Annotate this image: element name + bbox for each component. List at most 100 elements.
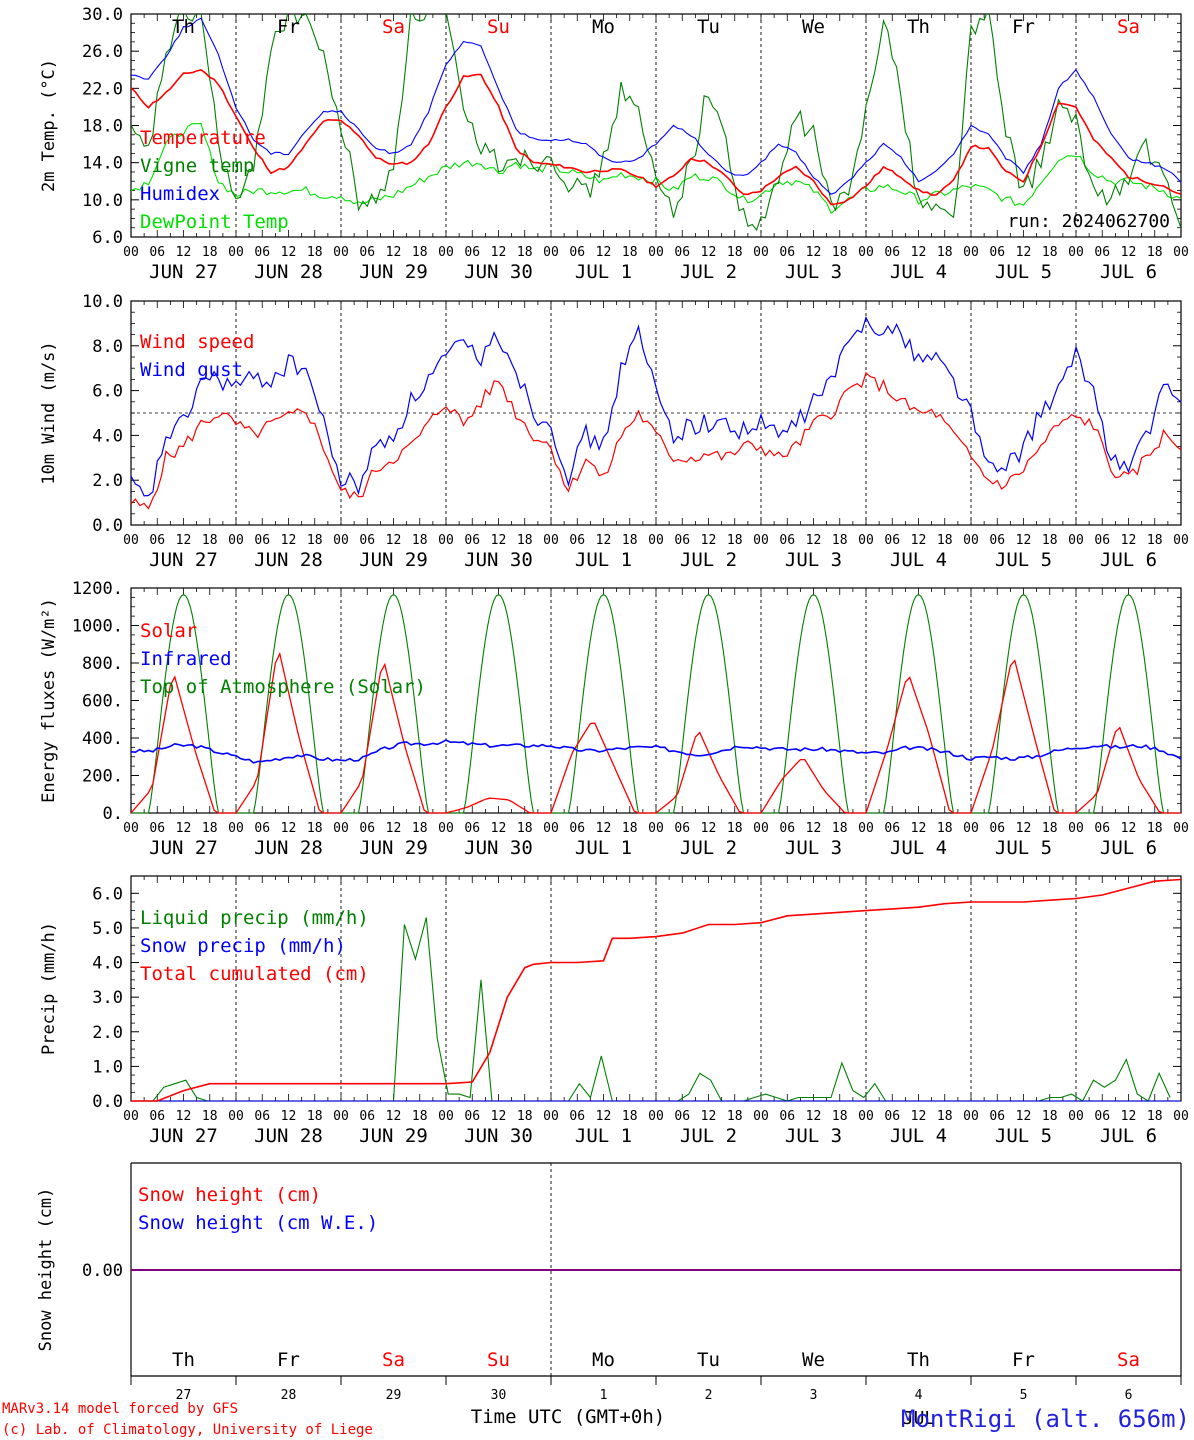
- hour-tick-label: 12: [176, 821, 192, 836]
- day-number-label: 1: [600, 1388, 608, 1403]
- y-tick-label: 6.0: [92, 884, 123, 904]
- hour-tick-label: 06: [464, 245, 480, 260]
- date-label: JUL 5: [995, 261, 1052, 283]
- weekday-label: Th: [172, 1349, 195, 1371]
- hour-tick-label: 18: [1042, 245, 1058, 260]
- weekday-label: We: [802, 1349, 825, 1371]
- date-label: JUL 2: [680, 261, 737, 283]
- hour-tick-label: 00: [963, 1109, 979, 1124]
- hour-tick-label: 06: [254, 533, 270, 548]
- weekday-label: Mo: [592, 16, 615, 38]
- hour-tick-label: 00: [648, 1109, 664, 1124]
- hour-tick-label: 06: [779, 821, 795, 836]
- y-tick-label: 0.0: [92, 1092, 123, 1112]
- date-label: JUL 4: [890, 837, 947, 859]
- hour-tick-label: 12: [911, 821, 927, 836]
- date-label: JUL 3: [785, 261, 842, 283]
- hour-tick-label: 06: [569, 533, 585, 548]
- weekday-label: Su: [487, 1349, 510, 1371]
- hour-tick-label: 18: [1042, 1109, 1058, 1124]
- hour-tick-label: 06: [884, 533, 900, 548]
- date-label: JUL 6: [1100, 549, 1157, 571]
- y-tick-label: 0.0: [92, 516, 123, 536]
- date-label: JUL 3: [785, 549, 842, 571]
- hour-tick-label: 06: [674, 533, 690, 548]
- bottom-month-label: JUL: [903, 1408, 936, 1429]
- hour-tick-label: 06: [674, 821, 690, 836]
- temperature-panel: 6.0 10.0 14.0 18.0 22.0 26.0 30.0 2m Temp. (°C)…: [39, 5, 1189, 283]
- hour-tick-label: 06: [359, 821, 375, 836]
- hour-tick-label: 12: [281, 1109, 297, 1124]
- hour-tick-label: 18: [622, 245, 638, 260]
- legend-entry: Solar: [140, 620, 197, 642]
- legend-entry: DewPoint Temp: [140, 211, 289, 233]
- model-credit: MARv3.14 model forced by GFS: [2, 1401, 238, 1417]
- hour-tick-label: 18: [1147, 1109, 1163, 1124]
- y-tick-label: 1000.: [72, 617, 123, 637]
- hour-tick-label: 18: [937, 821, 953, 836]
- date-label: JUN 29: [359, 837, 428, 859]
- weekday-label: Su: [487, 16, 510, 38]
- hour-tick-label: 00: [333, 821, 349, 836]
- hour-tick-label: 12: [281, 533, 297, 548]
- hour-tick-label: 12: [491, 1109, 507, 1124]
- hour-tick-label: 00: [1068, 245, 1084, 260]
- series-line-humidex: [131, 17, 1181, 195]
- date-label: JUN 27: [149, 1125, 218, 1147]
- weekday-label: Sa: [1117, 1349, 1140, 1371]
- legend-entry: Wind gust: [140, 359, 243, 381]
- hour-tick-label: 00: [438, 533, 454, 548]
- hour-tick-label: 00: [963, 533, 979, 548]
- hour-tick-label: 00: [753, 533, 769, 548]
- hour-tick-label: 12: [806, 821, 822, 836]
- legend-entry: Vigne temp: [140, 155, 254, 177]
- weekday-label: Tu: [697, 16, 720, 38]
- date-label: JUL 6: [1100, 1125, 1157, 1147]
- weekday-label: Th: [172, 16, 195, 38]
- weekday-label: Th: [907, 1349, 930, 1371]
- y-tick-label: 4.0: [92, 426, 123, 446]
- date-label: JUL 1: [575, 1125, 632, 1147]
- hour-tick-label: 12: [281, 821, 297, 836]
- weekday-label: We: [802, 16, 825, 38]
- hour-tick-label: 00: [333, 245, 349, 260]
- hour-tick-label: 00: [1068, 1109, 1084, 1124]
- y-tick-label: 6.0: [92, 228, 123, 248]
- hour-tick-label: 12: [1121, 245, 1137, 260]
- hour-tick-label: 12: [386, 533, 402, 548]
- hour-tick-label: 12: [1016, 1109, 1032, 1124]
- y-axis-label: Precip (mm/h): [39, 922, 59, 1055]
- hour-tick-label: 12: [491, 821, 507, 836]
- hour-tick-label: 00: [123, 533, 139, 548]
- hour-tick-label: 18: [727, 533, 743, 548]
- date-label: JUL 6: [1100, 837, 1157, 859]
- date-label: JUL 4: [890, 1125, 947, 1147]
- hour-tick-label: 06: [464, 821, 480, 836]
- hour-tick-label: 18: [517, 533, 533, 548]
- hour-tick-label: 00: [858, 1109, 874, 1124]
- hour-tick-label: 06: [989, 533, 1005, 548]
- hour-tick-label: 18: [832, 533, 848, 548]
- hour-tick-label: 18: [727, 821, 743, 836]
- hour-tick-label: 12: [1016, 245, 1032, 260]
- energy-flux-panel: 0. 200. 400. 600. 800. 1000. 1200. Energy fluxe…: [39, 579, 1189, 859]
- hour-tick-label: 12: [596, 1109, 612, 1124]
- weekday-label: Tu: [697, 1349, 720, 1371]
- hour-tick-label: 06: [1094, 821, 1110, 836]
- hour-tick-label: 18: [307, 1109, 323, 1124]
- date-label: JUN 27: [149, 549, 218, 571]
- date-label: JUN 28: [254, 1125, 323, 1147]
- hour-tick-label: 12: [911, 1109, 927, 1124]
- hour-tick-label: 18: [412, 1109, 428, 1124]
- hour-tick-label: 06: [569, 245, 585, 260]
- date-label: JUN 28: [254, 261, 323, 283]
- hour-tick-label: 00: [228, 533, 244, 548]
- hour-tick-label: 18: [622, 533, 638, 548]
- x-axis-title: Time UTC (GMT+0h): [471, 1406, 665, 1428]
- y-tick-label: 3.0: [92, 988, 123, 1008]
- hour-tick-label: 18: [517, 821, 533, 836]
- hour-tick-label: 18: [517, 245, 533, 260]
- y-tick-label: 400.: [82, 729, 123, 749]
- date-label: JUN 30: [464, 549, 533, 571]
